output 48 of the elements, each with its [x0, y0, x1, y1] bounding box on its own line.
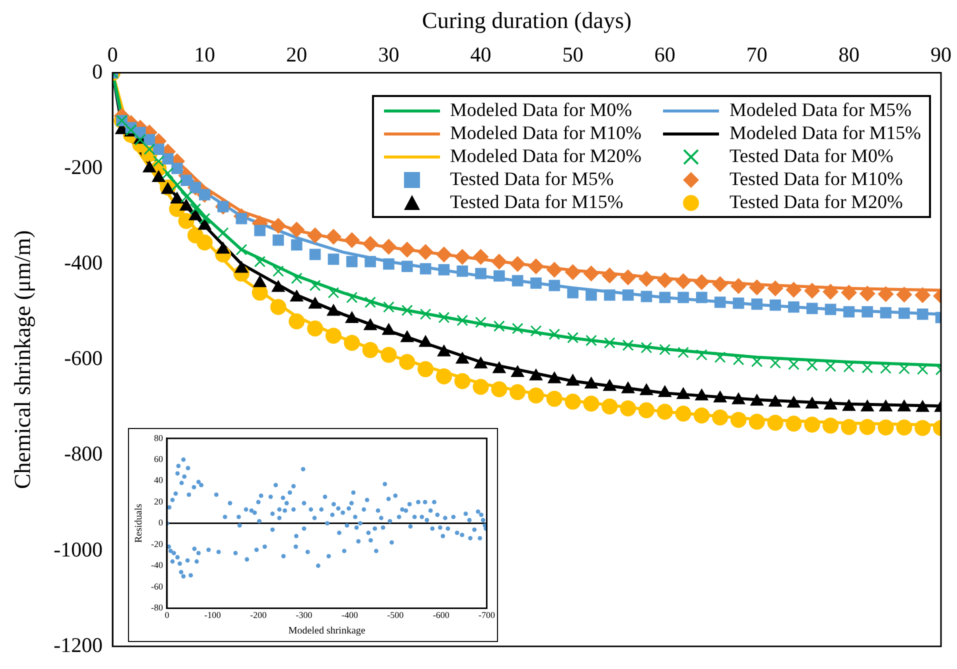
x-tick-label: -100	[204, 610, 222, 620]
y-tick-label: -400	[64, 250, 103, 275]
y-tick-label: -800	[64, 442, 103, 466]
x-axis-title: Curing duration (days)	[422, 8, 632, 33]
y-tick-label: 80	[154, 432, 164, 443]
y-tick-label: 60	[154, 454, 164, 464]
y-tick-label: 0	[92, 59, 103, 84]
legend-label: Modeled Data for M5%	[729, 100, 912, 122]
x-tick-label: -500	[387, 610, 404, 620]
x-tick-label: 0	[164, 610, 170, 620]
x-axis-title: Modeled shrinkage	[288, 626, 366, 637]
y-tick-label: -40	[150, 560, 164, 570]
legend-label: Tested Data for M15%	[450, 192, 624, 214]
y-tick-label: 40	[154, 475, 164, 486]
y-tick-label: -1000	[54, 537, 103, 562]
legend-label: Modeled Data for M20%	[450, 146, 642, 168]
x-tick-label: 50	[562, 42, 584, 67]
legend-label: Modeled Data for M10%	[450, 122, 642, 144]
x-tick-label: 10	[194, 42, 216, 67]
legend-label: Tested Data for M5%	[450, 168, 614, 190]
x-tick-label: -700	[478, 610, 496, 620]
y-tick-label: 20	[154, 496, 164, 506]
x-tick-label: 90	[930, 42, 952, 67]
x-tick-label: 20	[286, 42, 308, 67]
y-tick-label: -1200	[54, 632, 103, 657]
x-tick-label: 80	[838, 42, 860, 67]
y-tick-label: -600	[64, 346, 103, 370]
x-tick-label: 70	[746, 42, 768, 67]
x-tick-label: -300	[296, 610, 313, 620]
y-axis-title: Chemical shrinkage (μm/m)	[10, 230, 35, 490]
legend-label: Tested Data for M20%	[729, 192, 903, 214]
y-axis-title: Residuals	[134, 504, 145, 543]
y-tick-label: -200	[64, 154, 103, 179]
x-tick-label: 0	[107, 42, 118, 67]
y-tick-label: -20	[150, 538, 164, 549]
legend-label: Tested Data for M10%	[729, 168, 903, 190]
legend-label: Modeled Data for M0%	[450, 100, 632, 122]
legend-label: Modeled Data for M15%	[729, 122, 921, 144]
x-tick-label: 40	[470, 42, 492, 67]
y-tick-label: -60	[150, 581, 164, 592]
y-tick-label: 0	[158, 518, 164, 528]
x-tick-label: 30	[378, 42, 400, 67]
x-tick-label: 60	[654, 42, 676, 67]
x-tick-label: -200	[250, 610, 268, 620]
legend-label: Tested Data for M0%	[729, 146, 894, 168]
x-tick-label: -600	[432, 610, 450, 620]
y-tick-label: -80	[150, 602, 164, 613]
x-tick-label: -400	[341, 610, 358, 620]
